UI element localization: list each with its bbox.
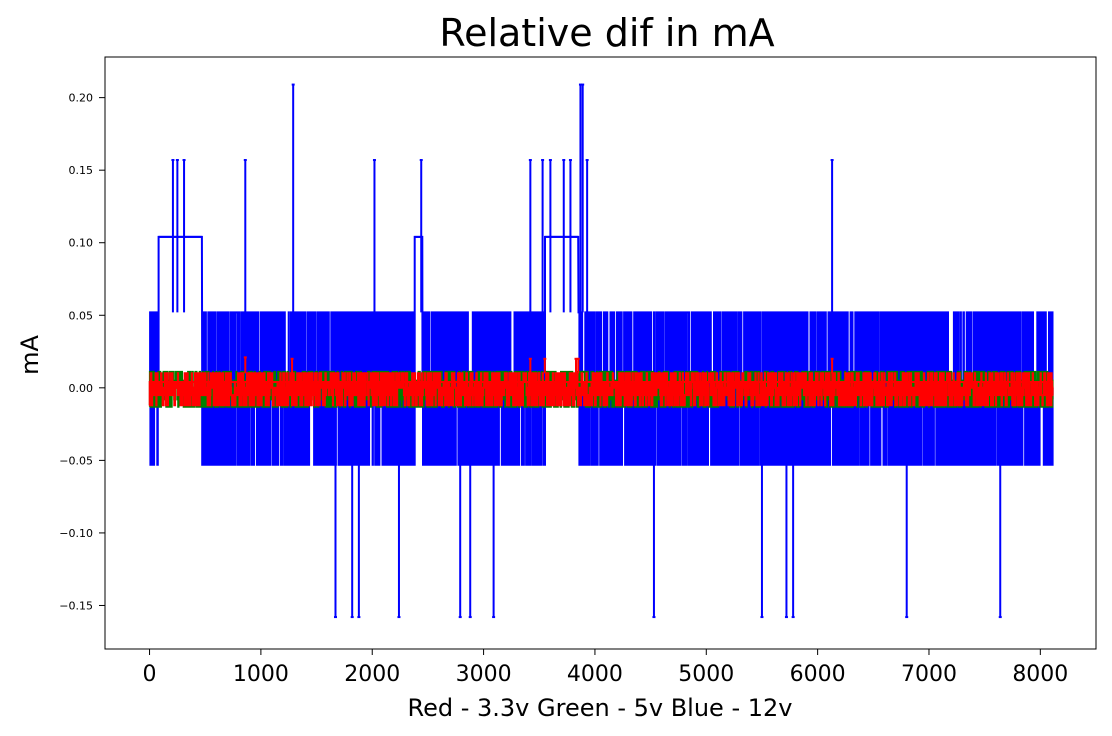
x-tick-label: 8000: [1012, 662, 1068, 687]
x-tick-label: 3000: [456, 662, 512, 687]
y-tick-label: 0.00: [69, 382, 94, 395]
plot-area: [148, 83, 1054, 619]
x-axis-label: Red - 3.3v Green - 5v Blue - 12v: [408, 694, 793, 722]
series-0-line: [149, 235, 1054, 466]
series-0: [149, 83, 1054, 619]
series-2-line: [148, 372, 1054, 407]
y-axis-label: mA: [16, 335, 44, 375]
y-tick-label: 0.20: [69, 92, 94, 105]
x-tick-label: 2000: [344, 662, 400, 687]
x-tick-label: 4000: [567, 662, 623, 687]
y-tick-label: −0.10: [59, 527, 93, 540]
x-tick-label: 6000: [790, 662, 846, 687]
y-tick-label: 0.05: [69, 309, 94, 322]
plot-frame: [104, 56, 1097, 650]
y-tick-label: 0.10: [69, 237, 94, 250]
x-tick-label: 7000: [901, 662, 957, 687]
x-tick-label: 1000: [233, 662, 289, 687]
x-tick-label: 5000: [678, 662, 734, 687]
y-tick-label: −0.15: [59, 599, 93, 612]
y-tick-label: −0.05: [59, 454, 93, 467]
series-2: [148, 356, 1054, 407]
axes: 0 1000 2000 3000 4000 5000 6000 7000 8000 −0.15 −0…: [59, 56, 1097, 687]
chart-title: Relative dif in mA: [439, 11, 774, 55]
y-tick-label: 0.15: [69, 164, 94, 177]
x-tick-label: 0: [143, 662, 157, 687]
